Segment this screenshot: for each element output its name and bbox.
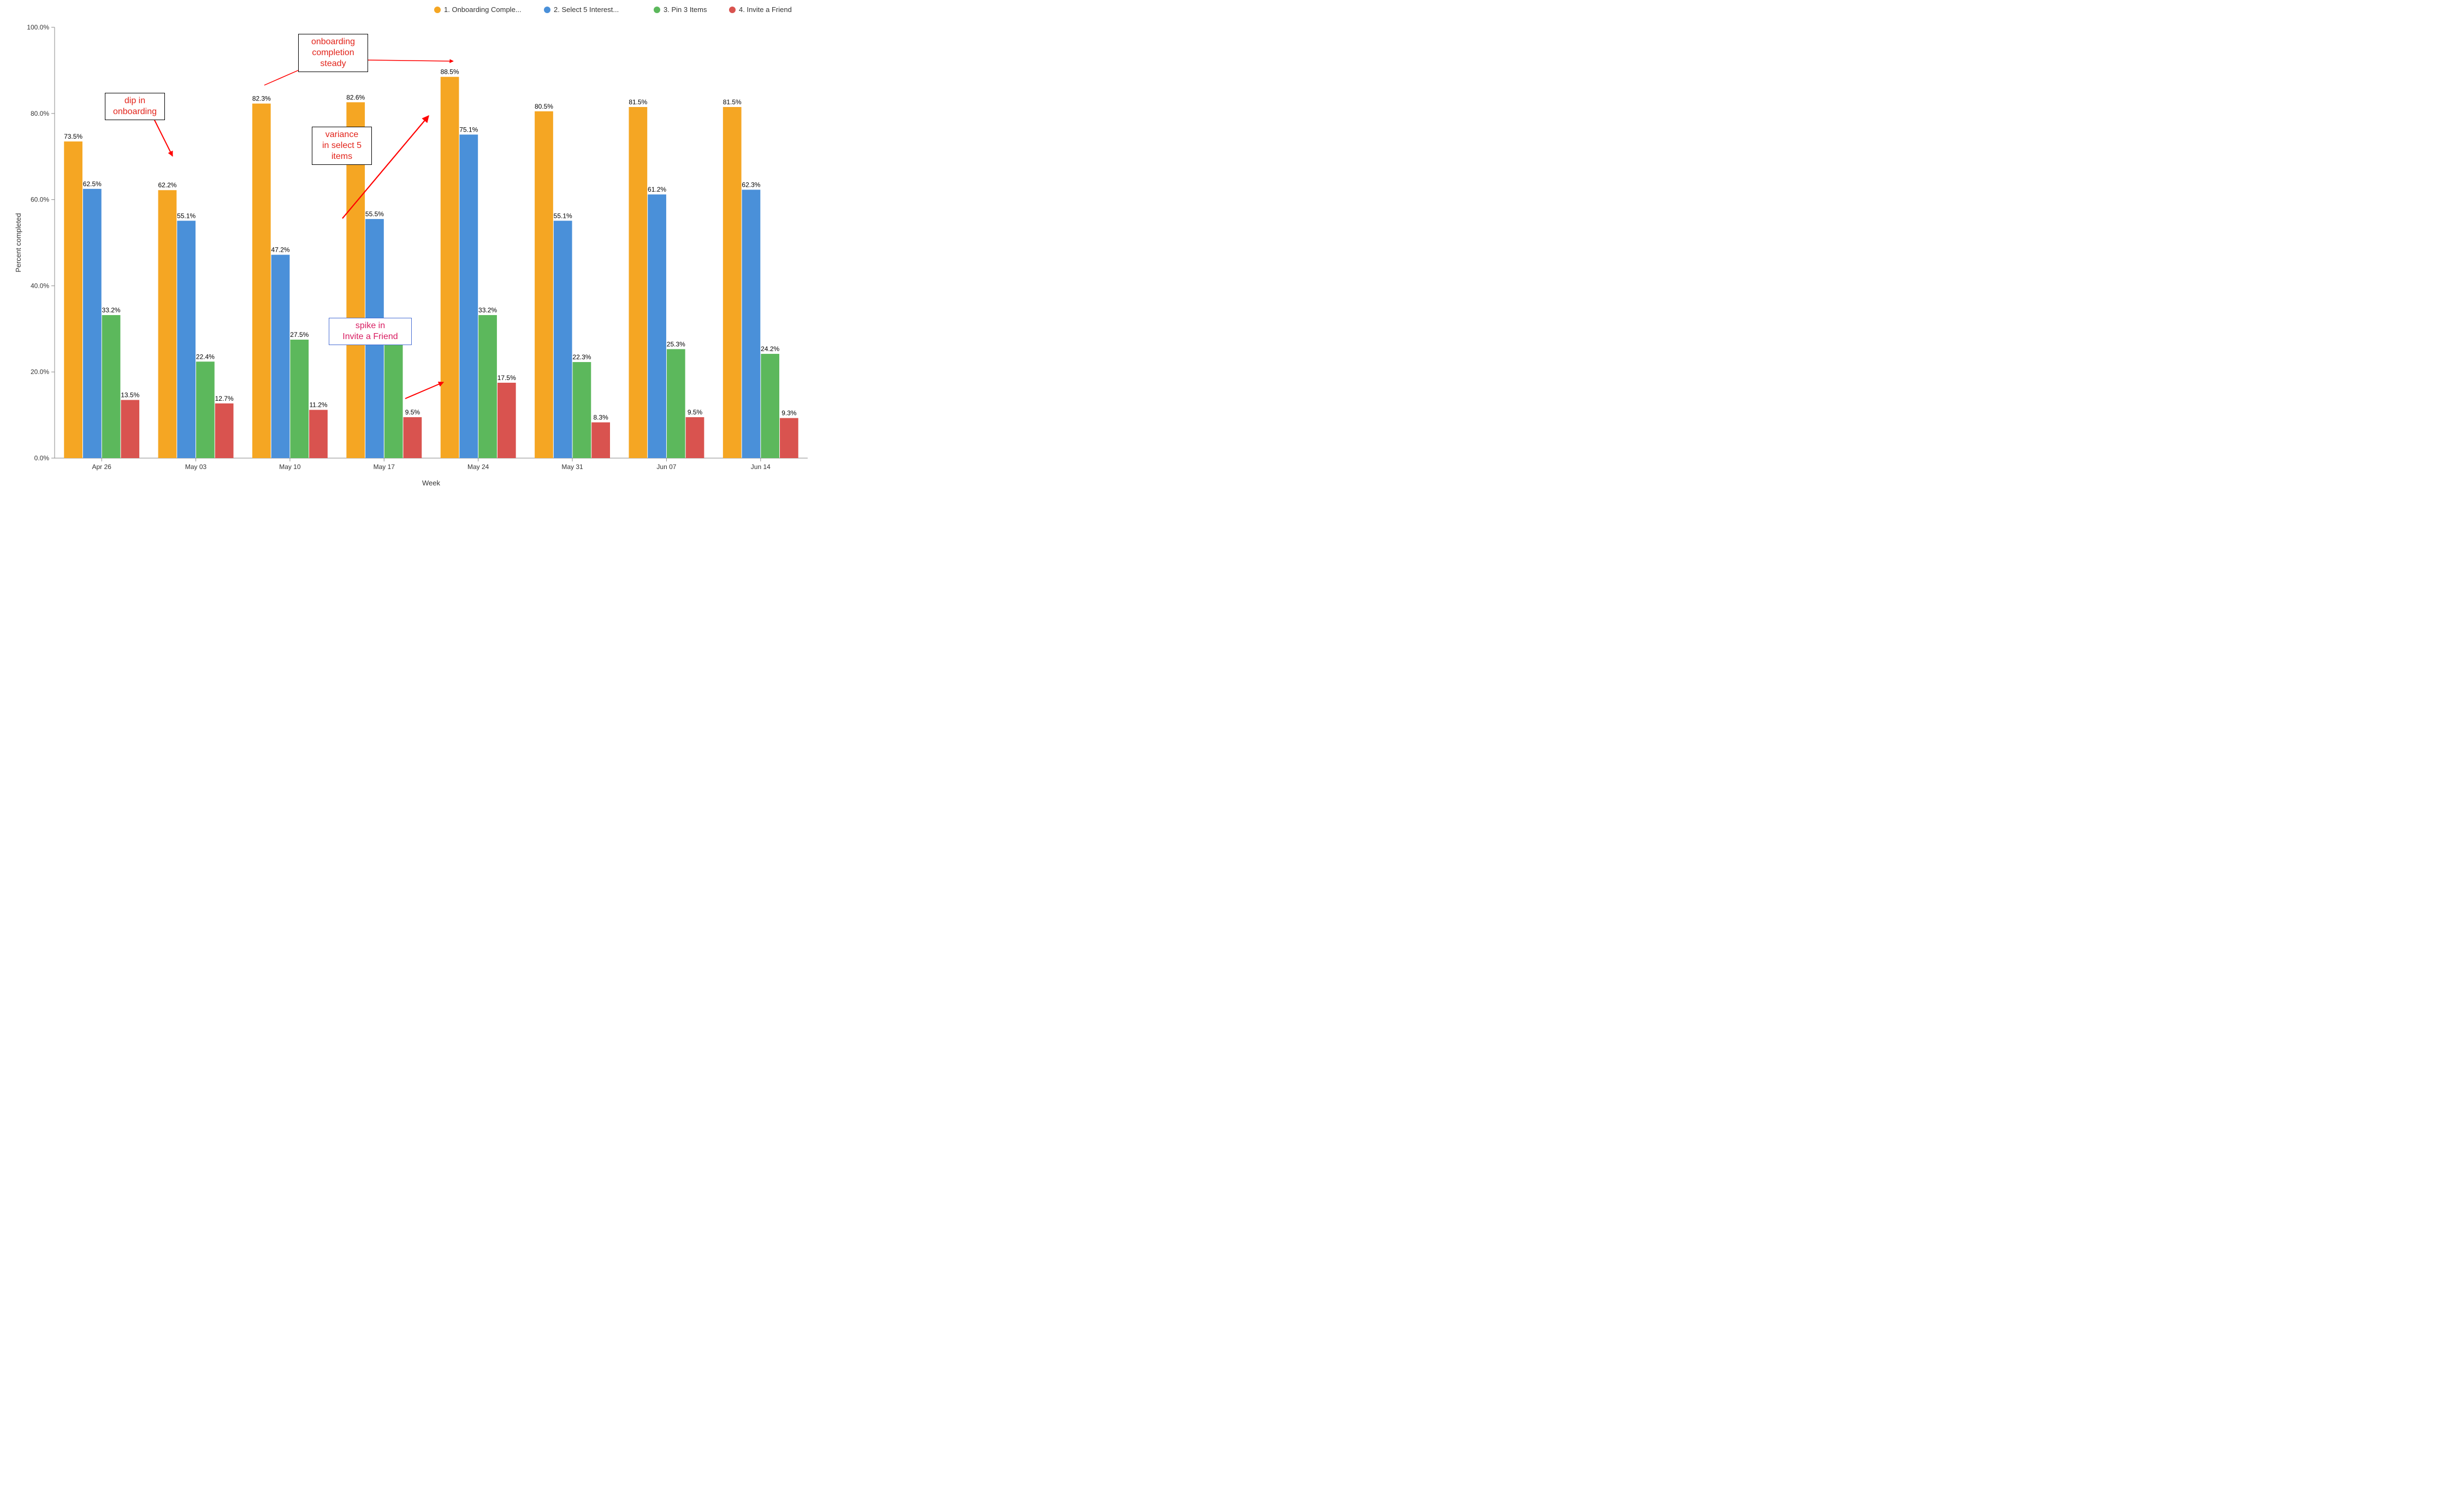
x-tick-label: Jun 14 [751,463,771,471]
bar-s4 [404,417,422,458]
bar-s1 [64,141,82,458]
annotation-line-onboarding-steady [264,70,299,85]
bar-value-label: 13.5% [121,391,139,399]
bar-value-label: 81.5% [723,98,742,106]
bar-s4 [497,383,516,458]
bar-s3 [761,354,779,458]
y-tick-label: 80.0% [31,110,49,117]
bar-value-label: 62.3% [742,181,760,188]
bar-value-label: 82.3% [252,95,271,103]
bar-value-label: 11.2% [309,401,327,409]
bar-s3 [478,315,497,458]
bar-s1 [158,190,177,458]
legend-marker-s1 [434,7,441,13]
x-tick-label: Jun 07 [656,463,676,471]
y-axis-title: Percent completed [14,213,22,272]
bar-s2 [271,255,290,458]
bar-s4 [780,418,798,458]
bar-s3 [384,340,403,458]
y-tick-label: 100.0% [27,23,49,31]
bar-value-label: 55.1% [554,212,572,220]
bar-s1 [252,104,271,458]
bar-s3 [667,349,685,458]
bar-value-label: 33.2% [478,306,497,314]
bar-value-label: 24.2% [761,345,779,353]
bar-s4 [215,404,234,458]
annotation-arrow-spike-invite [405,382,443,399]
legend-label-s1: 1. Onboarding Comple... [444,5,522,14]
bar-value-label: 82.6% [346,93,365,101]
x-tick-label: May 03 [185,463,207,471]
x-tick-label: Apr 26 [92,463,112,471]
x-tick-label: May 17 [374,463,395,471]
bar-s4 [309,410,328,458]
bar-value-label: 62.5% [83,180,102,188]
bar-s2 [742,189,761,458]
bar-value-label: 22.4% [196,353,215,360]
bar-value-label: 8.3% [593,414,608,422]
legend-label-s2: 2. Select 5 Interest... [554,5,619,14]
bar-s2 [365,219,384,458]
bar-value-label: 17.5% [497,374,516,382]
bar-value-label: 22.3% [572,353,591,361]
x-tick-label: May 24 [467,463,489,471]
bar-s4 [121,400,139,458]
bar-value-label: 47.2% [271,246,290,254]
bar-value-label: 80.5% [535,103,553,110]
bar-value-label: 9.5% [688,408,703,416]
bar-s3 [102,315,121,458]
y-tick-label: 60.0% [31,196,49,204]
bar-value-label: 61.2% [648,186,666,193]
bar-value-label: 55.1% [177,212,196,220]
bar-s3 [196,361,215,458]
bar-value-label: 62.2% [158,181,176,189]
annotation-arrow-dip-onboarding [154,119,173,156]
chart-container: 1. Onboarding Comple... 2. Select 5 Inter… [0,0,821,496]
bar-value-label: 81.5% [629,98,647,106]
y-tick-label: 20.0% [31,368,49,376]
bar-s2 [648,194,666,458]
bar-s1 [535,111,553,458]
legend-marker-s2 [544,7,550,13]
bar-s1 [629,107,647,458]
bar-s1 [441,77,459,458]
bar-value-label: 75.1% [459,126,478,133]
legend-label-s4: 4. Invite a Friend [739,5,792,14]
bar-s3 [573,362,591,458]
bar-value-label: 55.5% [365,210,384,218]
bar-value-label: 73.5% [64,133,82,140]
bar-value-label: 33.2% [102,306,121,314]
bar-value-label: 88.5% [441,68,459,76]
bar-s4 [686,417,704,458]
annotation-arrow-onboarding-steady [368,60,453,61]
x-axis-title: Week [422,479,440,487]
bar-chart-svg: 1. Onboarding Comple... 2. Select 5 Inter… [0,0,821,496]
bar-value-label: 9.3% [781,410,797,417]
bar-s2 [83,189,102,458]
x-tick-label: May 31 [561,463,583,471]
bar-s1 [723,107,742,458]
bar-value-label: 12.7% [215,395,234,402]
bar-s3 [290,340,309,458]
y-tick-label: 0.0% [34,454,50,462]
legend: 1. Onboarding Comple... 2. Select 5 Inter… [434,5,792,14]
bar-value-label: 25.3% [667,340,685,348]
bar-s1 [346,102,365,458]
bar-value-label: 27.5% [384,331,403,339]
bar-value-label: 27.5% [290,331,309,339]
legend-label-s3: 3. Pin 3 Items [664,5,707,14]
bar-s2 [459,134,478,458]
bar-s2 [554,221,572,458]
x-tick-label: May 10 [279,463,301,471]
legend-marker-s4 [729,7,736,13]
legend-marker-s3 [654,7,660,13]
bar-s2 [177,221,196,458]
bar-s4 [591,423,610,458]
bar-value-label: 9.5% [405,408,420,416]
y-tick-label: 40.0% [31,282,49,289]
